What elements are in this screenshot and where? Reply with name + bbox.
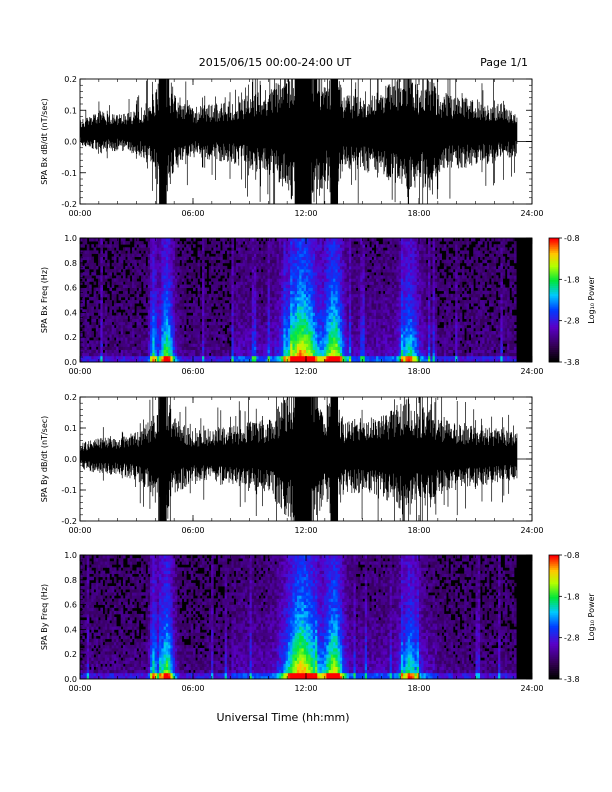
y-tick-label: 0.2 — [64, 393, 77, 402]
y-tick-label: -0.2 — [61, 200, 77, 209]
x-tick-label: 18:00 — [407, 209, 430, 218]
colorbar-tick-label: -1.8 — [564, 592, 580, 601]
y-tick-label: 0.8 — [64, 259, 77, 268]
panel-2: -0.8 -1.8 -2.8 -3.8 Log₁₀ Power 0.0 0.2 0.4 0.6 0… — [40, 234, 596, 376]
y-tick-label: -0.1 — [61, 486, 77, 495]
spectrogram-cells — [80, 238, 532, 363]
y-tick-label: 0.2 — [64, 333, 77, 342]
saturated-block — [294, 397, 312, 521]
series-trace — [80, 79, 518, 204]
y-tick-label: 0.1 — [64, 106, 77, 115]
y-tick-label: 1.0 — [64, 551, 77, 560]
panel-1: -0.2 -0.1 0.0 0.1 0.2 00:00 06:00 12:00 18:00 24:… — [40, 75, 544, 218]
spectrogram-cells — [80, 555, 532, 680]
x-tick-label: 00:00 — [68, 367, 91, 376]
y-tick-label: 0.1 — [64, 424, 77, 433]
y-tick-label: 0.8 — [64, 576, 77, 585]
y-tick-label: 0.0 — [64, 138, 77, 147]
panel-4: -0.8 -1.8 -2.8 -3.8 Log₁₀ Power 0.0 0.2 0.4 0.6 0… — [40, 551, 596, 693]
saturated-block — [330, 397, 339, 521]
y-axis-label: SPA Bx dB/dt (nT/sec) — [40, 98, 49, 185]
y-tick-label: 0.4 — [64, 625, 77, 634]
x-tick-label: 24:00 — [520, 526, 543, 535]
x-axis-label: Universal Time (hh:mm) — [217, 711, 350, 724]
x-tick-label: 18:00 — [407, 526, 430, 535]
series-trace — [80, 397, 518, 521]
y-tick-label: 0.2 — [64, 650, 77, 659]
y-tick-label: 0.0 — [64, 675, 77, 684]
y-tick-label: 0.0 — [64, 455, 77, 464]
saturated-block — [159, 79, 167, 204]
colorbar-tick-label: -3.8 — [564, 358, 580, 367]
x-tick-label: 12:00 — [294, 684, 317, 693]
x-tick-label: 12:00 — [294, 367, 317, 376]
y-axis-label: SPA Bx Freq (Hz) — [40, 267, 49, 333]
colorbar-tick-label: -0.8 — [564, 234, 580, 243]
y-tick-label: 1.0 — [64, 234, 77, 243]
x-tick-label: 18:00 — [407, 367, 430, 376]
x-tick-label: 24:00 — [520, 367, 543, 376]
panel-3: -0.2 -0.1 0.0 0.1 0.2 00:00 06:00 12:00 18:00 24:… — [40, 393, 544, 535]
y-tick-label: 0.6 — [64, 601, 77, 610]
x-tick-label: 24:00 — [520, 209, 543, 218]
x-tick-label: 18:00 — [407, 684, 430, 693]
y-tick-label: -0.1 — [61, 169, 77, 178]
y-tick-label: -0.2 — [61, 517, 77, 526]
y-tick-label: 0.0 — [64, 358, 77, 367]
saturated-block — [294, 79, 312, 204]
x-tick-label: 24:00 — [520, 684, 543, 693]
colorbar-tick-label: -1.8 — [564, 275, 580, 284]
y-axis-label: SPA By Freq (Hz) — [40, 584, 49, 650]
colorbar-tick-label: -2.8 — [564, 317, 580, 326]
colorbar-tick-label: -3.8 — [564, 675, 580, 684]
page-title: 2015/06/15 00:00-24:00 UT — [199, 56, 352, 69]
x-tick-label: 06:00 — [181, 367, 204, 376]
colorbar: -0.8 -1.8 -2.8 -3.8 Log₁₀ Power — [548, 234, 596, 367]
x-tick-label: 12:00 — [294, 526, 317, 535]
colorbar-label: Log₁₀ Power — [587, 276, 596, 324]
x-tick-label: 06:00 — [181, 684, 204, 693]
x-tick-label: 00:00 — [68, 526, 91, 535]
colorbar-tick-label: -2.8 — [564, 634, 580, 643]
y-tick-label: 0.6 — [64, 284, 77, 293]
colorbar-label: Log₁₀ Power — [587, 593, 596, 641]
colorbar-tick-label: -0.8 — [564, 551, 580, 560]
panels: -0.2 -0.1 0.0 0.1 0.2 00:00 06:00 12:00 18:00 24:… — [40, 75, 596, 693]
y-axis-label: SPA By dB/dt (nT/sec) — [40, 416, 49, 503]
y-tick-label: 0.4 — [64, 308, 77, 317]
page-number: Page 1/1 — [480, 56, 528, 69]
y-tick-label: 0.2 — [64, 75, 77, 84]
x-tick-label: 06:00 — [181, 526, 204, 535]
saturated-block — [159, 397, 167, 521]
x-tick-label: 00:00 — [68, 209, 91, 218]
x-tick-label: 06:00 — [181, 209, 204, 218]
saturated-block — [330, 79, 339, 204]
x-tick-label: 12:00 — [294, 209, 317, 218]
colorbar: -0.8 -1.8 -2.8 -3.8 Log₁₀ Power — [548, 551, 596, 684]
x-tick-label: 00:00 — [68, 684, 91, 693]
